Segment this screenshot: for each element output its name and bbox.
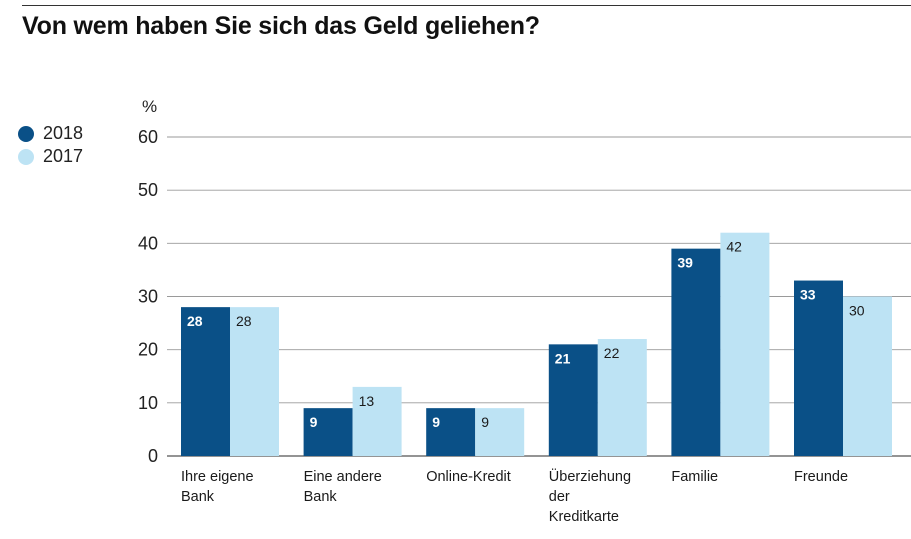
y-tick-label-40: 40 [138,233,158,253]
bar-2018-1 [303,408,353,456]
legend-swatch-2017 [18,148,34,165]
legend-label-2017: 2017 [43,146,84,166]
x-category-label-5: Freunde [794,469,848,485]
bar-2017-3 [597,339,647,456]
value-label-2017-4: 42 [726,239,742,255]
value-label-2018-4: 39 [677,255,693,271]
value-label-2018-5: 33 [800,287,816,303]
value-label-2017-2: 9 [481,414,489,430]
bar-2017-4 [720,232,770,456]
bar-2017-0 [230,307,279,456]
value-label-2017-3: 22 [604,345,620,361]
value-label-2017-0: 28 [236,313,252,329]
y-tick-label-10: 10 [138,393,158,413]
legend-swatch-2018 [18,125,34,142]
value-label-2017-1: 13 [359,393,375,409]
value-label-2018-0: 28 [187,313,203,329]
bar-2018-5 [794,280,843,456]
value-label-2017-5: 30 [849,303,865,319]
y-axis-unit: % [142,97,157,116]
value-label-2018-3: 21 [555,350,571,366]
bar-2018-2 [426,408,476,456]
y-tick-label-0: 0 [148,446,158,466]
chart-title: Von wem haben Sie sich das Geld geliehen… [22,12,540,40]
bar-2017-2 [475,408,525,456]
legend-item-2017: 2017 [18,145,83,168]
y-tick-label-20: 20 [138,340,158,360]
y-tick-label-30: 30 [138,287,158,307]
x-category-label-3: Überziehung der Kreditkarte [549,467,631,525]
value-label-2018-2: 9 [432,414,440,430]
y-tick-label-50: 50 [138,180,158,200]
bar-2018-4 [671,248,721,456]
value-label-2018-1: 9 [310,414,318,430]
x-category-label-2: Online-Kredit [426,469,511,485]
x-category-label-0: Ihre eigene Bank [181,469,254,505]
x-category-label-1: Eine andere Bank [304,469,382,505]
y-tick-label-60: 60 [138,127,158,147]
legend: 2018 2017 [18,122,83,168]
legend-label-2018: 2018 [43,123,84,143]
bar-2018-0 [181,307,230,456]
legend-item-2018: 2018 [18,122,83,145]
x-category-label-4: Familie [671,469,718,485]
bar-2017-5 [843,296,892,456]
top-rule [22,5,911,6]
bar-2017-1 [352,386,402,456]
bar-2018-3 [548,344,598,456]
